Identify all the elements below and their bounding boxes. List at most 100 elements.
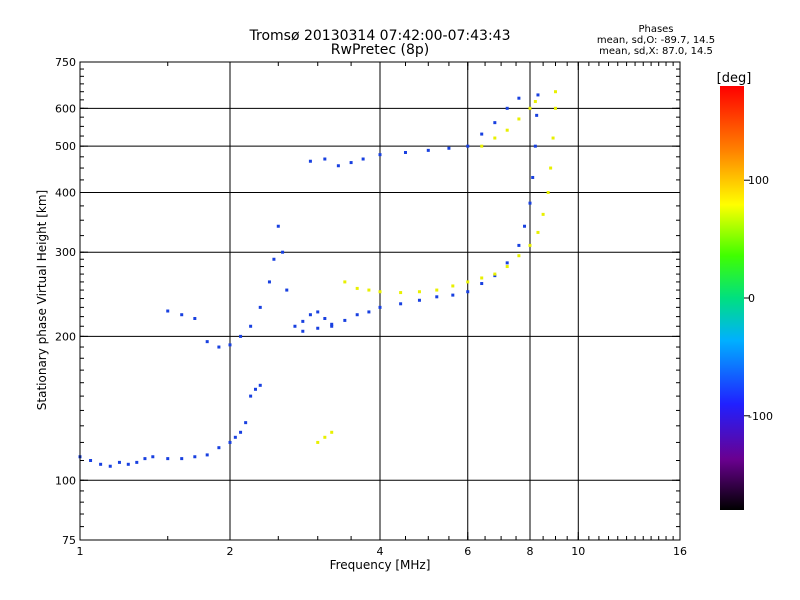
data-point (480, 276, 484, 280)
data-point (233, 435, 237, 439)
y-axis-label: Stationary phase Virtual Height [km] (35, 190, 49, 410)
x-tick-label: 6 (464, 545, 471, 558)
data-point (205, 453, 209, 457)
data-point (426, 148, 430, 152)
data-point (308, 313, 312, 317)
data-point (451, 293, 455, 297)
y-tick-label: 750 (55, 56, 76, 69)
data-point (523, 224, 527, 228)
data-point (143, 457, 147, 461)
data-point (378, 305, 382, 309)
data-point (367, 288, 371, 292)
data-point (89, 458, 93, 462)
data-point (316, 310, 320, 314)
phases-x-mode-stats: mean, sd,X: 87.0, 14.5 (599, 46, 713, 57)
grid-lines (80, 62, 680, 540)
data-point (480, 144, 484, 148)
data-point (528, 243, 532, 247)
data-point (549, 166, 553, 170)
data-point (330, 430, 334, 434)
data-point (117, 460, 121, 464)
data-point (239, 334, 243, 338)
data-point (323, 435, 327, 439)
data-point (323, 316, 327, 320)
colorbar-tick-label: -100 (748, 410, 773, 423)
x-tick-label: 4 (377, 545, 384, 558)
data-point (361, 157, 365, 161)
data-point (99, 462, 103, 466)
data-point (249, 394, 253, 398)
data-point (493, 136, 497, 140)
data-point (281, 250, 285, 254)
data-point (228, 343, 232, 347)
data-point (330, 324, 334, 328)
y-tick-label: 75 (62, 534, 76, 547)
data-point (126, 462, 130, 466)
data-point (435, 295, 439, 299)
data-point (466, 290, 470, 294)
data-point (466, 144, 470, 148)
data-point (349, 161, 353, 165)
data-point (553, 106, 557, 110)
data-point (553, 90, 557, 94)
chart-title: Tromsø 20130314 07:42:00-07:43:43 (249, 28, 511, 44)
data-point (180, 313, 184, 317)
y-tick-label: 500 (55, 140, 76, 153)
data-point (108, 464, 112, 468)
data-point (493, 274, 497, 278)
phases-o-mode-stats: mean, sd,O: -89.7, 14.5 (597, 35, 715, 46)
data-point (343, 318, 347, 322)
data-point (228, 440, 232, 444)
data-point (505, 128, 509, 132)
data-point (399, 291, 403, 295)
phases-title: Phases (638, 24, 673, 35)
data-point (193, 455, 197, 459)
data-point (217, 345, 221, 349)
data-point (533, 100, 537, 104)
data-point (505, 265, 509, 269)
data-point (378, 153, 382, 157)
data-point (249, 324, 253, 328)
data-point (166, 457, 170, 461)
data-point (517, 243, 521, 247)
y-tick-label: 300 (55, 246, 76, 259)
x-tick-label: 1 (77, 545, 84, 558)
data-point (505, 261, 509, 265)
data-point (301, 319, 305, 323)
colorbar (720, 86, 744, 510)
data-point (193, 316, 197, 320)
data-point (551, 136, 555, 140)
data-point (336, 164, 340, 168)
y-tick-label: 100 (55, 474, 76, 487)
data-point (435, 288, 439, 292)
x-tick-label: 10 (571, 545, 585, 558)
data-point (244, 421, 248, 425)
y-tick-label: 600 (55, 102, 76, 115)
data-point (528, 201, 532, 205)
data-point (323, 157, 327, 161)
colorbar-tick-label: 100 (748, 174, 769, 187)
data-point (447, 146, 451, 150)
axes: 1 2 4 6 8 10 16 75 100 200 300 400 500 600 750 (55, 56, 687, 558)
data-point (466, 280, 470, 284)
data-point (378, 290, 382, 294)
colorbar-tick-label: 0 (748, 292, 755, 305)
data-point (480, 282, 484, 286)
data-point (531, 175, 535, 179)
data-point (417, 298, 421, 302)
data-point (217, 446, 221, 450)
data-point (276, 224, 280, 228)
data-point (316, 440, 320, 444)
data-point (355, 286, 359, 290)
x-axis-label: Frequency [MHz] (330, 558, 431, 572)
data-point (293, 324, 297, 328)
data-point (546, 190, 550, 194)
data-point (316, 326, 320, 330)
data-point (272, 257, 276, 261)
data-point (517, 254, 521, 258)
x-tick-label: 16 (673, 545, 687, 558)
colorbar-label: [deg] (717, 71, 752, 86)
data-point (355, 313, 359, 317)
data-point (541, 212, 545, 216)
